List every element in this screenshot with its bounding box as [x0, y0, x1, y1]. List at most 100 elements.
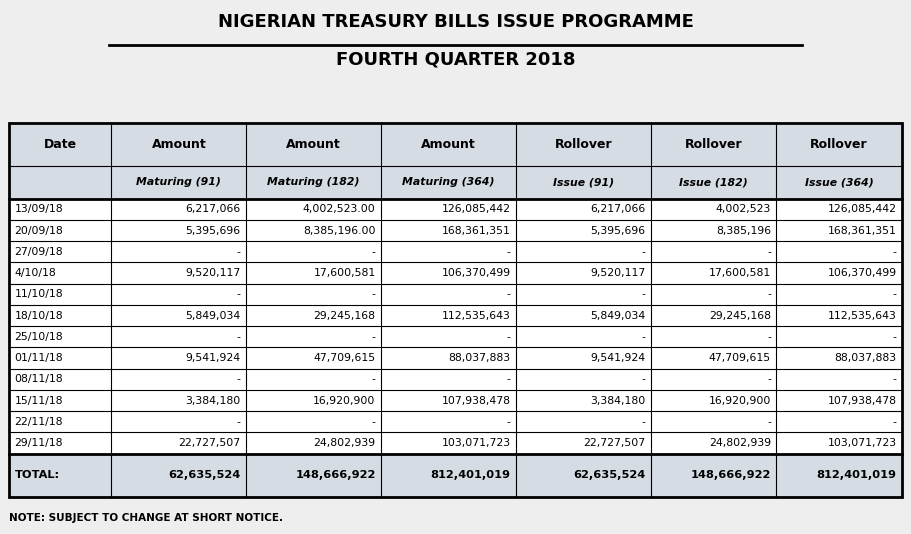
Text: 29,245,168: 29,245,168: [313, 311, 375, 320]
Text: 3,384,180: 3,384,180: [186, 396, 241, 405]
Text: 5,849,034: 5,849,034: [590, 311, 645, 320]
Text: -: -: [372, 289, 375, 299]
Text: 148,666,922: 148,666,922: [691, 470, 771, 480]
Text: -: -: [767, 289, 771, 299]
Text: 22/11/18: 22/11/18: [15, 417, 63, 427]
Text: 106,370,499: 106,370,499: [441, 268, 510, 278]
Text: Maturing (182): Maturing (182): [268, 177, 360, 187]
Text: -: -: [507, 374, 510, 384]
Text: Maturing (91): Maturing (91): [137, 177, 221, 187]
Text: -: -: [237, 247, 241, 257]
Text: -: -: [641, 417, 645, 427]
Text: 5,395,696: 5,395,696: [186, 225, 241, 235]
Text: 168,361,351: 168,361,351: [442, 225, 510, 235]
Text: 126,085,442: 126,085,442: [827, 205, 896, 214]
Text: 22,727,507: 22,727,507: [179, 438, 241, 448]
Text: 126,085,442: 126,085,442: [442, 205, 510, 214]
Text: -: -: [237, 374, 241, 384]
Text: -: -: [893, 289, 896, 299]
Text: -: -: [372, 417, 375, 427]
Text: 812,401,019: 812,401,019: [816, 470, 896, 480]
Text: -: -: [507, 289, 510, 299]
Text: -: -: [372, 247, 375, 257]
Text: 47,709,615: 47,709,615: [709, 353, 771, 363]
Text: 107,938,478: 107,938,478: [442, 396, 510, 405]
Text: -: -: [767, 247, 771, 257]
Text: 29/11/18: 29/11/18: [15, 438, 63, 448]
Text: Date: Date: [44, 138, 77, 151]
Text: 27/09/18: 27/09/18: [15, 247, 63, 257]
Text: -: -: [372, 374, 375, 384]
Text: 107,938,478: 107,938,478: [827, 396, 896, 405]
Text: 8,385,196.00: 8,385,196.00: [303, 225, 375, 235]
Text: 62,635,524: 62,635,524: [573, 470, 645, 480]
Text: 9,520,117: 9,520,117: [186, 268, 241, 278]
Text: -: -: [893, 332, 896, 342]
Text: 4,002,523.00: 4,002,523.00: [302, 205, 375, 214]
Text: 15/11/18: 15/11/18: [15, 396, 63, 405]
Text: -: -: [507, 247, 510, 257]
Text: 16,920,900: 16,920,900: [709, 396, 771, 405]
Text: -: -: [641, 289, 645, 299]
Text: NIGERIAN TREASURY BILLS ISSUE PROGRAMME: NIGERIAN TREASURY BILLS ISSUE PROGRAMME: [218, 13, 693, 32]
Text: Rollover: Rollover: [555, 138, 612, 151]
Text: 103,071,723: 103,071,723: [827, 438, 896, 448]
Text: 8,385,196: 8,385,196: [716, 225, 771, 235]
Text: -: -: [893, 247, 896, 257]
Text: 13/09/18: 13/09/18: [15, 205, 63, 214]
Text: 5,849,034: 5,849,034: [186, 311, 241, 320]
Text: 08/11/18: 08/11/18: [15, 374, 63, 384]
Text: 148,666,922: 148,666,922: [295, 470, 375, 480]
Text: 5,395,696: 5,395,696: [590, 225, 645, 235]
Text: Amount: Amount: [151, 138, 206, 151]
Text: 24,802,939: 24,802,939: [709, 438, 771, 448]
Text: 47,709,615: 47,709,615: [313, 353, 375, 363]
Bar: [9, 453, 902, 497]
Text: -: -: [641, 374, 645, 384]
Text: Amount: Amount: [286, 138, 341, 151]
Text: 22,727,507: 22,727,507: [583, 438, 645, 448]
Text: 17,600,581: 17,600,581: [313, 268, 375, 278]
Text: Rollover: Rollover: [685, 138, 742, 151]
Text: 168,361,351: 168,361,351: [827, 225, 896, 235]
Text: -: -: [767, 417, 771, 427]
Text: 4,002,523: 4,002,523: [715, 205, 771, 214]
Text: 25/10/18: 25/10/18: [15, 332, 63, 342]
Text: -: -: [507, 332, 510, 342]
Text: Issue (364): Issue (364): [804, 177, 874, 187]
Text: 62,635,524: 62,635,524: [169, 470, 241, 480]
Text: -: -: [372, 332, 375, 342]
Text: 16,920,900: 16,920,900: [313, 396, 375, 405]
Text: 01/11/18: 01/11/18: [15, 353, 63, 363]
Text: FOURTH QUARTER 2018: FOURTH QUARTER 2018: [336, 51, 575, 69]
Text: 11/10/18: 11/10/18: [15, 289, 63, 299]
Text: 88,037,883: 88,037,883: [834, 353, 896, 363]
Text: TOTAL:: TOTAL:: [15, 470, 60, 480]
Text: Maturing (364): Maturing (364): [403, 177, 495, 187]
Text: 4/10/18: 4/10/18: [15, 268, 56, 278]
Text: NOTE: SUBJECT TO CHANGE AT SHORT NOTICE.: NOTE: SUBJECT TO CHANGE AT SHORT NOTICE.: [9, 513, 283, 523]
Text: 9,541,924: 9,541,924: [590, 353, 645, 363]
Text: 88,037,883: 88,037,883: [448, 353, 510, 363]
Text: -: -: [767, 332, 771, 342]
Text: -: -: [237, 417, 241, 427]
Text: 103,071,723: 103,071,723: [441, 438, 510, 448]
Text: -: -: [237, 289, 241, 299]
Text: Rollover: Rollover: [810, 138, 868, 151]
Text: -: -: [641, 332, 645, 342]
Text: 17,600,581: 17,600,581: [709, 268, 771, 278]
Text: 20/09/18: 20/09/18: [15, 225, 64, 235]
Text: -: -: [641, 247, 645, 257]
Text: Amount: Amount: [421, 138, 476, 151]
Text: 112,535,643: 112,535,643: [442, 311, 510, 320]
Text: Issue (91): Issue (91): [553, 177, 614, 187]
Text: -: -: [767, 374, 771, 384]
Text: 812,401,019: 812,401,019: [431, 470, 510, 480]
Text: 6,217,066: 6,217,066: [186, 205, 241, 214]
Text: 29,245,168: 29,245,168: [709, 311, 771, 320]
Text: -: -: [237, 332, 241, 342]
Text: Issue (182): Issue (182): [680, 177, 748, 187]
Text: 24,802,939: 24,802,939: [313, 438, 375, 448]
Text: 18/10/18: 18/10/18: [15, 311, 63, 320]
Text: 3,384,180: 3,384,180: [590, 396, 645, 405]
